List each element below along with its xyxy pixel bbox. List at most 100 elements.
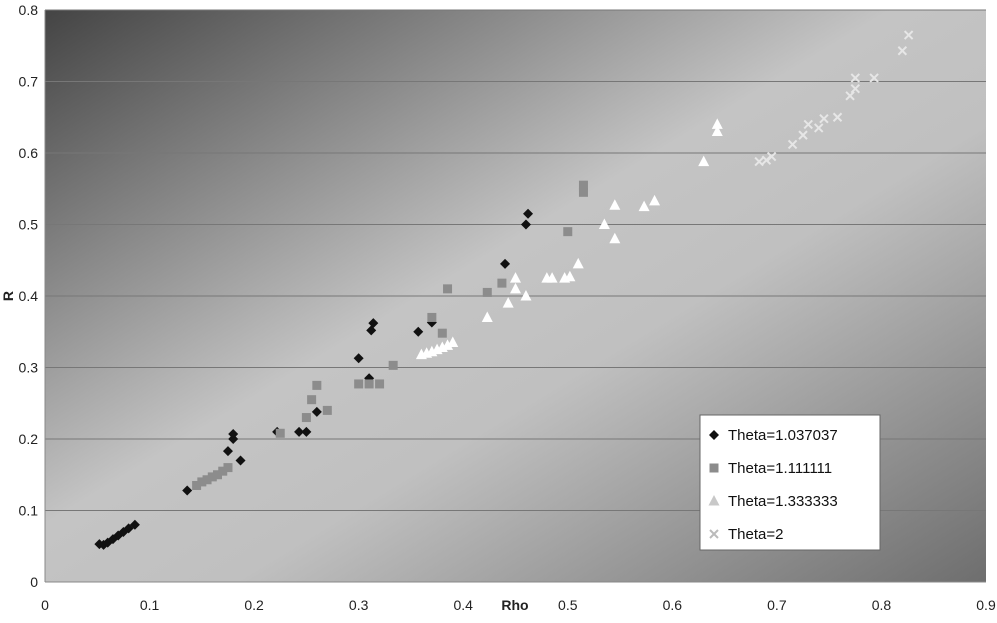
- data-point: [766, 151, 777, 162]
- data-point: [546, 272, 558, 283]
- legend-label: Theta=1.333333: [728, 493, 838, 510]
- data-point: [598, 218, 610, 229]
- data-point: [437, 328, 447, 338]
- y-tick-label: 0: [30, 574, 38, 590]
- y-axis-label: R: [0, 291, 16, 301]
- data-point: [353, 353, 364, 364]
- data-point: [482, 287, 492, 297]
- data-point: [832, 112, 843, 122]
- x-tick-label: 0: [41, 597, 49, 613]
- data-point: [447, 336, 459, 347]
- data-point: [118, 526, 129, 537]
- data-point: [354, 379, 364, 389]
- data-point: [510, 272, 521, 283]
- data-point: [897, 46, 908, 56]
- data-point: [312, 380, 322, 390]
- data-point: [275, 428, 285, 438]
- data-point: [578, 180, 588, 190]
- data-point: [322, 405, 332, 415]
- data-point: [564, 270, 576, 282]
- data-point: [311, 406, 322, 417]
- data-point: [223, 463, 233, 473]
- series-2: [415, 118, 723, 360]
- data-point: [520, 219, 531, 230]
- data-point: [869, 73, 879, 83]
- x-tick-label: 0.9: [976, 597, 996, 613]
- legend-marker: [708, 495, 720, 506]
- data-point: [228, 434, 239, 444]
- data-point: [218, 466, 228, 476]
- x-tick-label: 0.6: [663, 597, 683, 613]
- legend: Theta=1.037037 Theta=1.111111 Theta=1.3333…: [699, 414, 881, 551]
- y-tick-label: 0.5: [19, 217, 39, 233]
- data-point: [207, 472, 217, 482]
- data-point: [301, 413, 311, 423]
- data-point: [213, 470, 223, 480]
- data-point: [803, 119, 813, 130]
- data-point: [609, 199, 621, 210]
- data-point: [578, 187, 588, 197]
- x-tick-label: 0.4: [453, 597, 473, 613]
- y-tick-label: 0.3: [19, 360, 39, 376]
- y-tick-label: 0.1: [19, 503, 39, 519]
- data-point: [368, 318, 379, 329]
- data-point: [754, 156, 764, 167]
- y-tick-label: 0.8: [19, 2, 39, 18]
- data-point: [850, 73, 861, 83]
- series-1: [192, 180, 588, 490]
- data-point: [192, 480, 202, 490]
- legend-marker: [709, 430, 719, 440]
- x-tick-label: 0.2: [244, 597, 264, 613]
- legend-marker: [709, 463, 719, 473]
- data-point: [307, 395, 317, 405]
- data-point: [222, 446, 233, 457]
- y-tick-label: 0.2: [19, 431, 39, 447]
- data-point: [523, 208, 534, 219]
- data-point: [197, 477, 207, 487]
- x-tick-label: 0.1: [140, 597, 160, 613]
- data-point: [481, 311, 493, 322]
- data-point: [228, 428, 239, 439]
- data-point: [497, 278, 507, 288]
- data-point: [427, 312, 437, 322]
- data-point: [294, 426, 305, 437]
- y-tick-label: 0.6: [19, 145, 39, 161]
- x-tick-label: 0.3: [349, 597, 369, 613]
- x-axis-label: Rho: [501, 597, 528, 613]
- data-point: [202, 475, 212, 485]
- data-point: [563, 227, 573, 237]
- legend-label: Theta=2: [728, 526, 783, 543]
- data-point: [787, 139, 798, 150]
- y-tick-label: 0.4: [19, 288, 39, 304]
- data-point: [903, 30, 914, 40]
- data-point: [814, 123, 824, 133]
- data-point: [129, 519, 140, 530]
- data-point: [638, 200, 650, 212]
- data-point: [520, 290, 532, 301]
- data-point: [301, 426, 312, 437]
- data-point: [761, 155, 772, 165]
- data-point: [443, 284, 453, 294]
- series-3: [754, 30, 914, 167]
- data-point: [413, 326, 424, 337]
- x-tick-label: 0.8: [872, 597, 892, 613]
- data-point: [698, 155, 710, 167]
- data-point: [711, 118, 723, 129]
- data-point: [388, 360, 398, 370]
- data-point: [375, 379, 385, 389]
- data-point: [502, 297, 514, 308]
- data-point: [845, 91, 855, 101]
- data-point: [364, 379, 374, 389]
- legend-marker: [709, 529, 719, 539]
- data-point: [235, 455, 246, 466]
- data-point: [500, 258, 511, 269]
- data-point: [366, 325, 377, 336]
- data-point: [442, 339, 454, 350]
- x-tick-label: 0.7: [767, 597, 787, 613]
- legend-label: Theta=1.111111: [728, 460, 832, 477]
- data-point: [510, 282, 521, 294]
- data-point: [711, 125, 723, 137]
- data-point: [798, 130, 808, 140]
- series-0: [94, 208, 534, 550]
